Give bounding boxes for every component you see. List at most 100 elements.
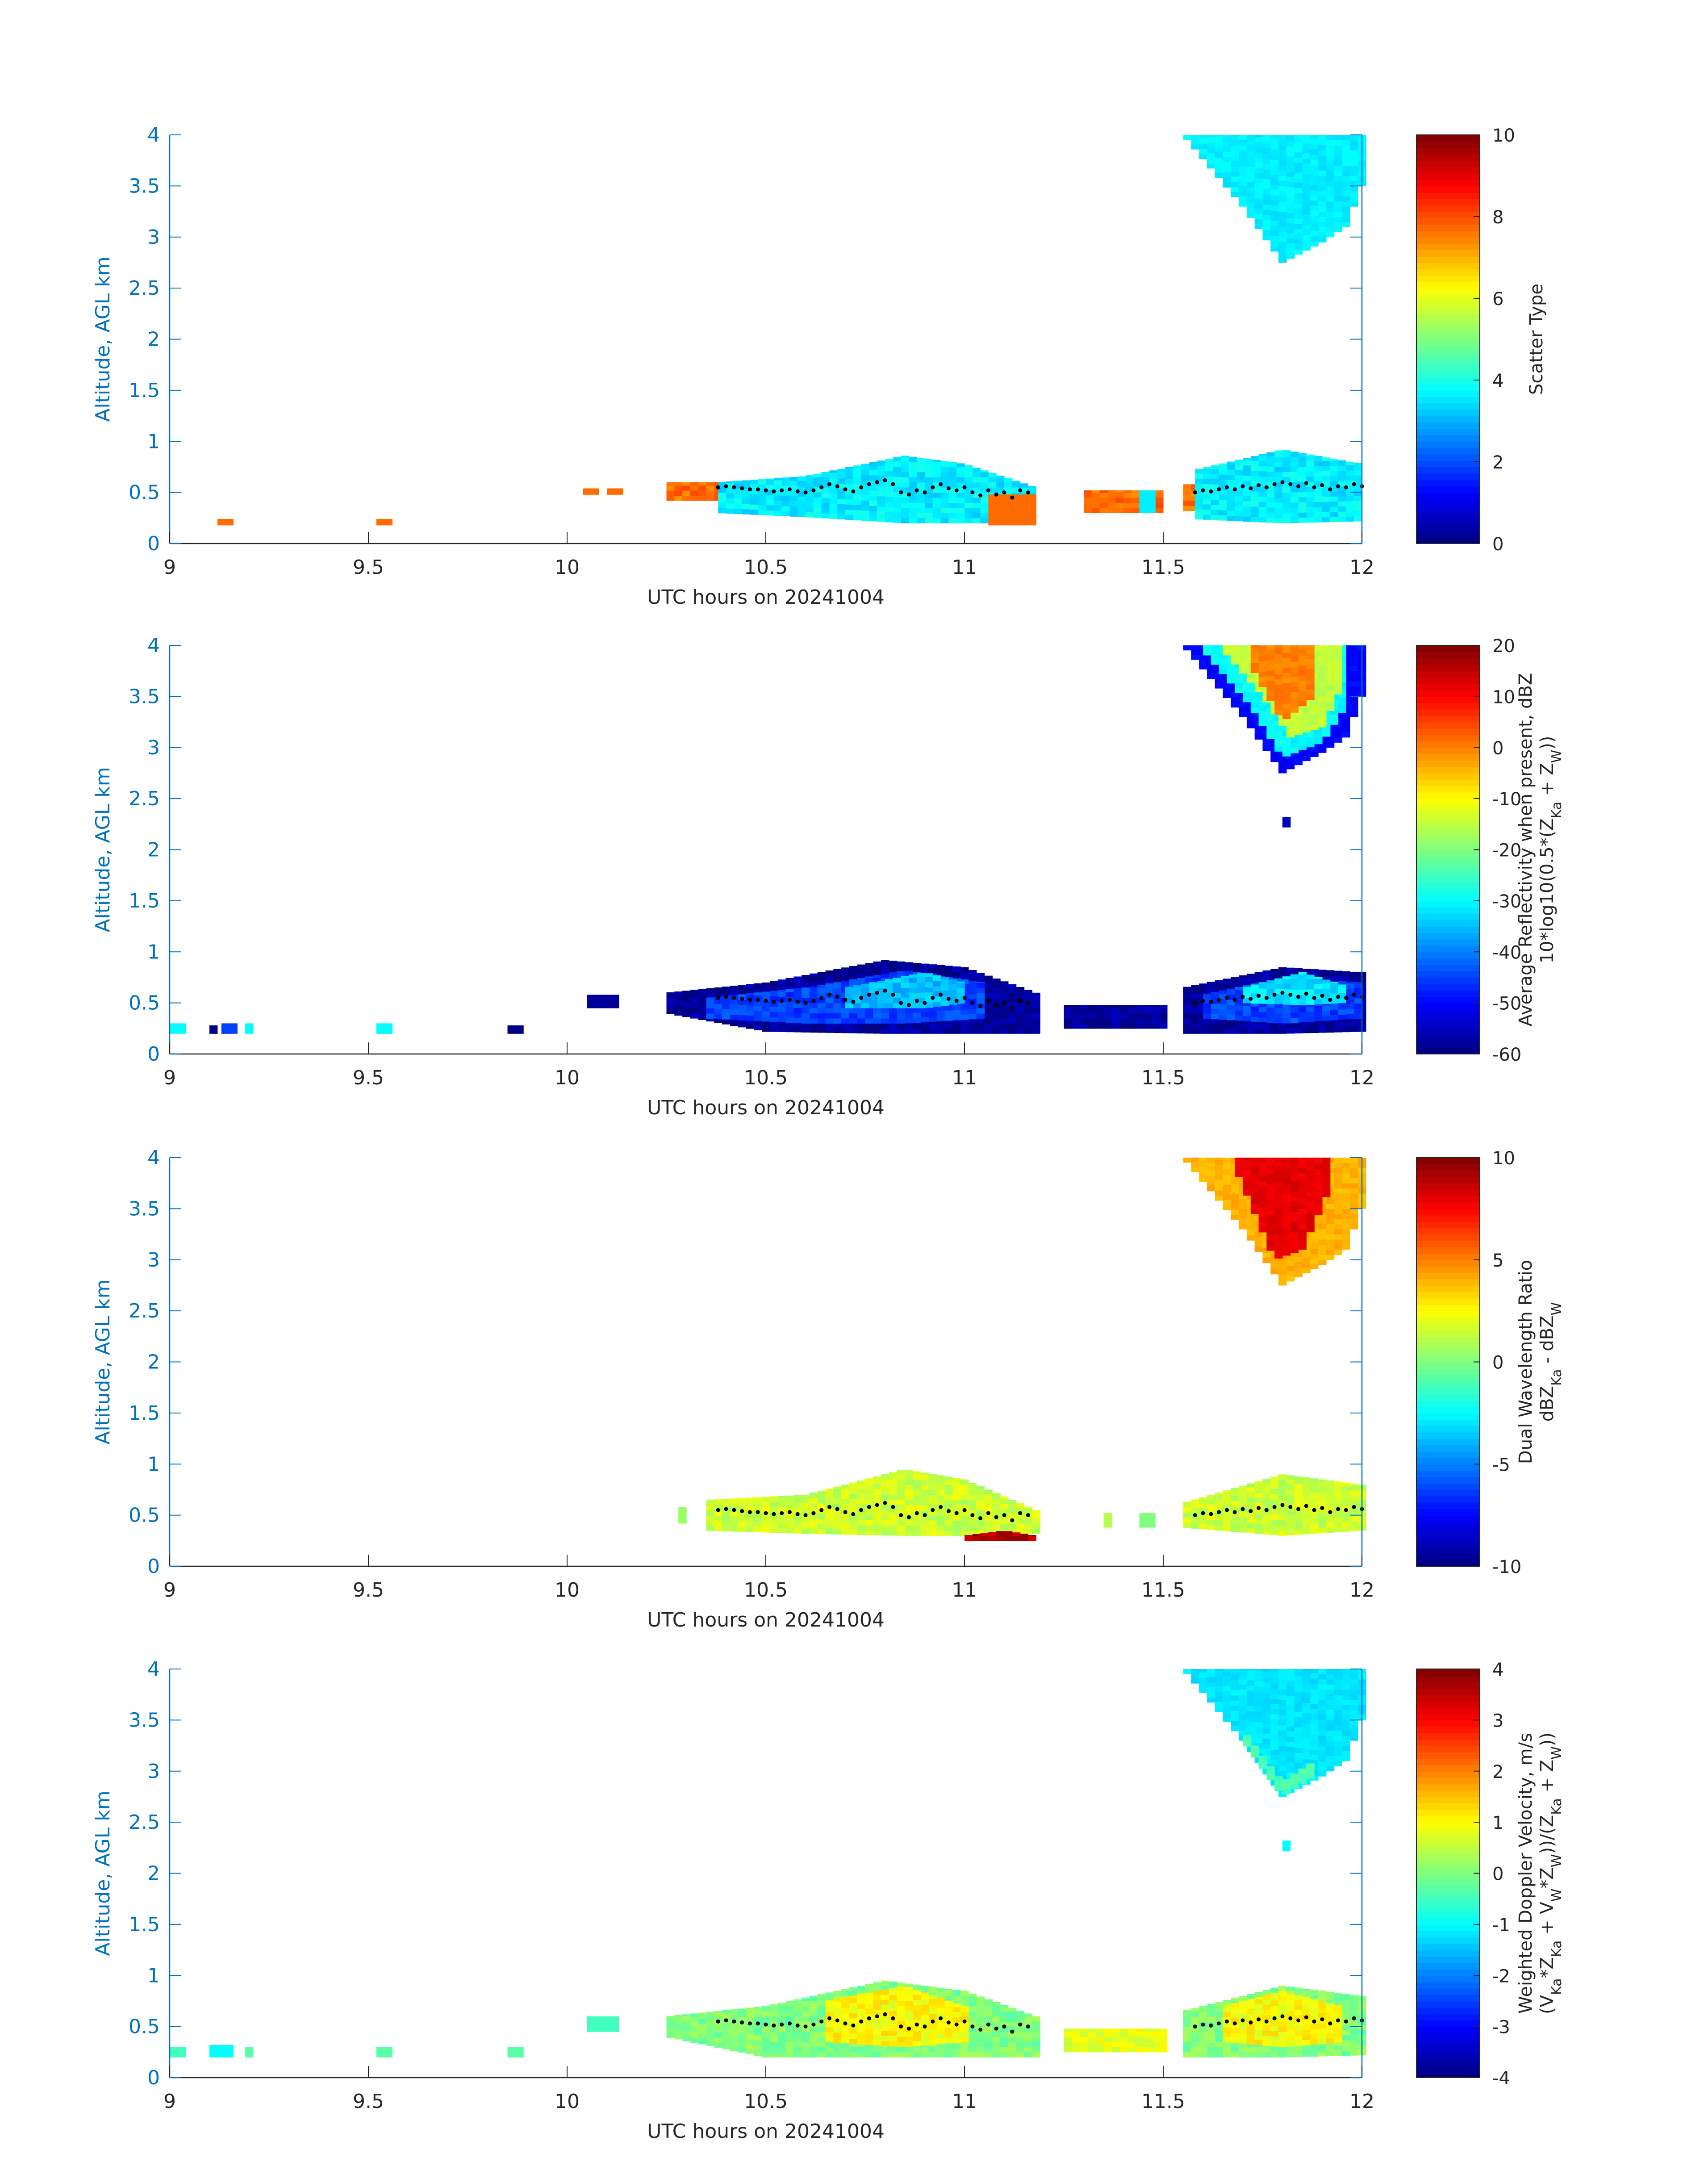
data-cell — [981, 477, 989, 482]
data-cell — [861, 464, 869, 465]
data-cell — [996, 500, 1004, 505]
colorbar-band — [1416, 218, 1480, 225]
data-cell — [786, 1012, 794, 1018]
data-cell — [209, 1025, 217, 1029]
data-cell — [1326, 232, 1334, 237]
data-cell — [722, 1516, 730, 1521]
data-cell — [1183, 1018, 1191, 1024]
data-cell — [1191, 1029, 1199, 1034]
data-cell — [909, 457, 917, 462]
colorbar-band — [1416, 984, 1480, 991]
colorbar-band — [1416, 748, 1480, 754]
data-cell — [1211, 474, 1219, 479]
data-cell — [1282, 714, 1290, 719]
data-cell — [833, 987, 841, 993]
mean-altitude-dot — [1209, 1000, 1213, 1004]
data-cell — [925, 498, 933, 503]
data-cell — [1247, 673, 1255, 678]
data-cell — [1342, 1496, 1350, 1501]
data-cell — [1334, 1209, 1342, 1214]
data-cell — [1191, 645, 1199, 650]
data-cell — [1318, 1497, 1326, 1503]
data-cell — [833, 1488, 841, 1493]
colorbar-band — [1416, 671, 1480, 678]
data-cell — [1128, 1018, 1136, 1024]
data-cell — [1211, 479, 1219, 485]
data-cell — [1000, 1524, 1008, 1530]
data-cell — [1282, 678, 1290, 683]
data-cell — [1223, 1205, 1231, 1210]
data-cell — [1310, 180, 1318, 185]
data-cell — [1342, 212, 1350, 217]
data-cell — [941, 467, 949, 472]
colorbar-band — [1416, 441, 1480, 448]
data-cell — [829, 514, 837, 519]
data-cell — [1000, 1008, 1008, 1013]
data-cell — [1274, 1008, 1282, 1013]
data-cell — [933, 986, 941, 991]
data-cell — [1144, 1018, 1152, 1024]
data-cell — [1203, 994, 1211, 998]
data-cell — [1290, 507, 1299, 513]
data-cell — [1318, 970, 1326, 971]
data-cell — [607, 489, 615, 495]
data-cell — [1000, 1504, 1008, 1509]
data-cell — [1290, 472, 1299, 477]
data-cell — [1263, 230, 1271, 235]
data-cell — [778, 1496, 786, 1497]
data-cell — [1295, 968, 1303, 972]
data-cell — [929, 1526, 937, 1531]
data-cell — [956, 503, 965, 508]
data-cell — [1243, 687, 1251, 692]
data-cell — [746, 1501, 754, 1506]
mean-altitude-dot — [788, 487, 792, 491]
data-cell — [802, 993, 810, 998]
colorbar-band — [1416, 493, 1480, 499]
data-cell — [1183, 496, 1191, 501]
data-cell — [833, 1514, 841, 1519]
data-cell — [1231, 645, 1239, 649]
data-cell — [1299, 735, 1307, 740]
data-cell — [1247, 1528, 1255, 1533]
mean-altitude-dot — [923, 490, 927, 494]
data-cell — [1299, 456, 1307, 461]
colorbar-band — [1416, 958, 1480, 965]
data-cell — [1322, 461, 1330, 466]
data-cell — [1270, 175, 1278, 180]
data-cell — [861, 495, 869, 501]
data-cell — [1278, 763, 1286, 768]
data-cell — [1195, 494, 1203, 499]
data-cell — [674, 485, 682, 491]
data-cell — [793, 1518, 802, 1523]
data-cell — [1008, 1524, 1016, 1530]
data-cell — [1326, 1219, 1334, 1224]
data-cell — [1259, 721, 1267, 726]
data-cell — [1140, 1517, 1148, 1522]
data-cell — [806, 477, 814, 482]
colorbar-band — [1416, 703, 1480, 710]
data-cell — [933, 976, 941, 981]
data-cell — [937, 1475, 945, 1480]
data-cell — [873, 1510, 881, 1515]
data-cell — [1306, 507, 1314, 512]
data-cell — [1203, 645, 1211, 650]
data-cell — [921, 1029, 929, 1034]
data-cell — [849, 1013, 857, 1019]
data-cell — [1334, 166, 1342, 171]
data-cell — [1024, 1008, 1032, 1013]
data-cell — [1231, 176, 1239, 182]
data-cell — [1342, 1521, 1350, 1527]
data-cell — [948, 989, 956, 995]
data-cell — [1259, 645, 1267, 646]
data-cell — [802, 1013, 810, 1019]
data-cell — [1243, 460, 1251, 465]
data-cell — [881, 962, 889, 967]
data-cell — [1310, 719, 1318, 725]
data-cell — [1263, 205, 1271, 210]
data-cell — [1282, 1018, 1290, 1023]
data-cell — [849, 1519, 857, 1525]
data-cell — [937, 965, 945, 967]
y-tick-label: 1 — [147, 430, 160, 453]
data-cell — [1266, 518, 1274, 523]
data-cell — [1211, 510, 1219, 515]
